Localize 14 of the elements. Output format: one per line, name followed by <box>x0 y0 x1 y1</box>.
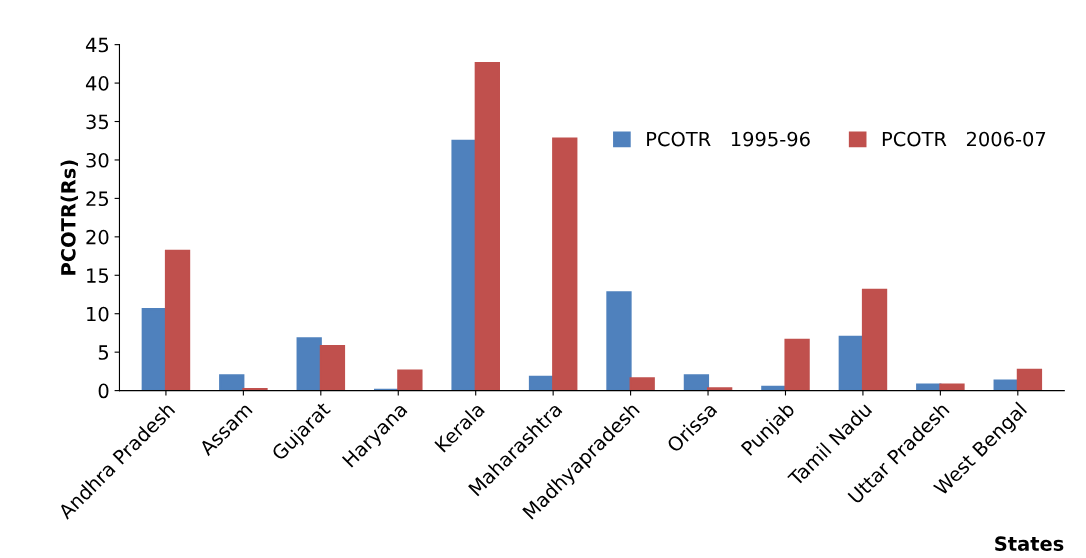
y-tick-label: 0 <box>98 383 109 399</box>
y-tick-label: 5 <box>98 345 109 360</box>
y-tick-label: 40 <box>85 76 109 91</box>
y-tick-label: 15 <box>87 268 109 283</box>
x-axis-title: States <box>995 536 1064 551</box>
y-tick-label: 45 <box>85 37 109 53</box>
y-axis-title: PCOTR(Rs) <box>60 160 78 275</box>
y-tick-label: 25 <box>86 191 109 207</box>
legend-label: PCOTR 1995-96 <box>647 131 810 147</box>
y-tick-label: 10 <box>87 306 109 322</box>
legend-label: PCOTR 2006-07 <box>882 131 1046 147</box>
y-tick-label: 35 <box>86 114 109 130</box>
y-tick-label: 30 <box>86 152 109 168</box>
y-tick-label: 20 <box>86 229 109 245</box>
